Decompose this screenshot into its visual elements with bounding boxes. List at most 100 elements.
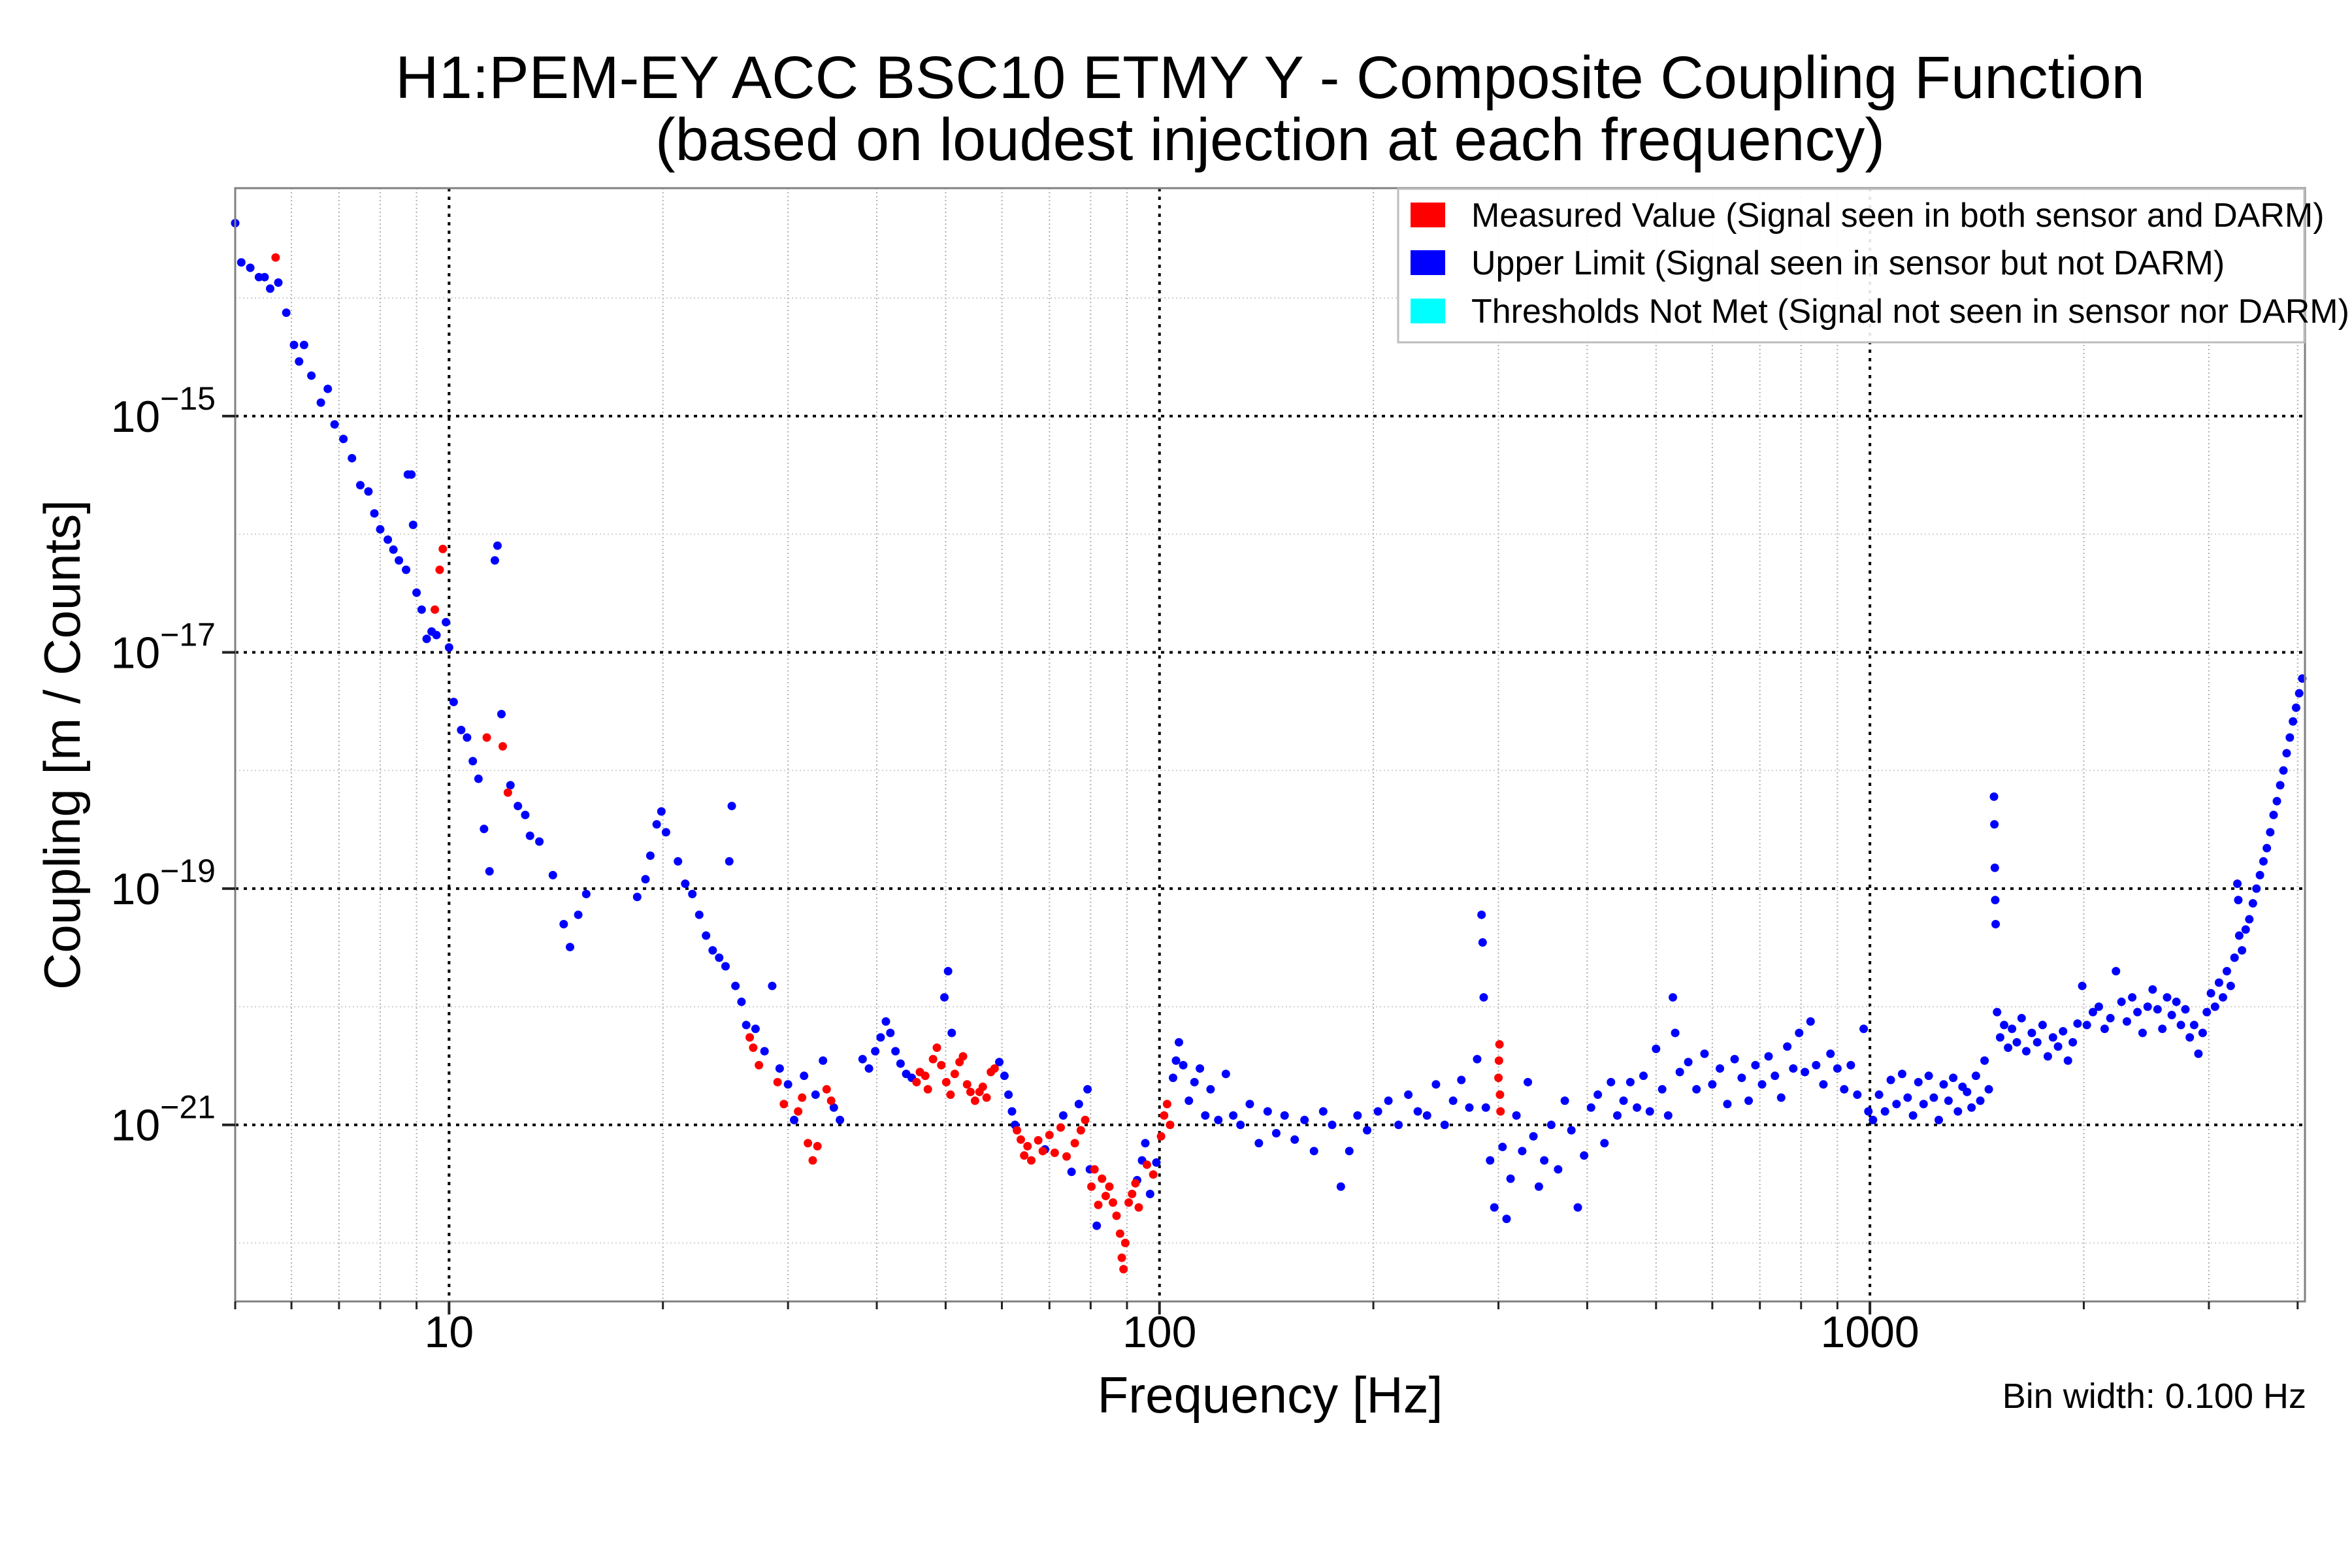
upper-limit-point	[641, 875, 650, 884]
x-tick-label: 10	[425, 1307, 474, 1357]
upper-limit-point	[2234, 931, 2244, 940]
y-tick-label: 10−21	[111, 1089, 216, 1151]
legend-label-thresholds-not-met: Thresholds Not Met (Signal not seen in s…	[1471, 293, 2349, 331]
upper-limit-point	[768, 981, 777, 990]
upper-limit-point	[1179, 1060, 1188, 1070]
upper-limit-point	[1524, 1077, 1533, 1086]
measured-point	[1020, 1151, 1029, 1160]
legend-label-upper-limit: Upper Limit (Signal seen in sensor but n…	[1471, 244, 2225, 282]
upper-limit-point	[2285, 733, 2295, 742]
measured-point	[435, 565, 444, 574]
upper-limit-point	[1214, 1115, 1223, 1124]
measured-point	[1117, 1253, 1126, 1262]
upper-limit-point	[1573, 1203, 1582, 1212]
upper-limit-point	[896, 1059, 905, 1068]
x-tick-label: 100	[1122, 1307, 1196, 1357]
upper-limit-point	[871, 1047, 880, 1056]
y-tick-base: 10	[111, 628, 161, 678]
upper-limit-point	[548, 870, 557, 879]
upper-limit-point	[1373, 1107, 1382, 1116]
measured-point	[923, 1085, 932, 1094]
measured-point	[794, 1107, 803, 1116]
upper-limit-point	[708, 946, 717, 955]
measured-point	[1023, 1141, 1032, 1151]
upper-limit-point	[1058, 1111, 1068, 1120]
upper-limit-point	[1206, 1085, 1215, 1094]
upper-limit-point	[2234, 896, 2243, 905]
upper-limit-point	[1600, 1139, 1609, 1148]
upper-limit-point	[2272, 796, 2281, 806]
upper-limit-point	[1184, 1096, 1194, 1105]
upper-limit-point	[2017, 1013, 2026, 1022]
upper-limit-point	[1486, 1156, 1495, 1165]
upper-limit-point	[1473, 1054, 1482, 1064]
measured-point	[1162, 1100, 1171, 1109]
measured-point	[271, 253, 280, 262]
upper-limit-point	[1586, 1103, 1595, 1112]
legend-entry-thresholds-not-met[interactable]: Thresholds Not Met (Signal not seen in s…	[1411, 293, 2349, 331]
upper-limit-point	[1534, 1182, 1543, 1191]
measured-point	[745, 1033, 755, 1042]
upper-limit-point	[811, 1090, 820, 1100]
upper-limit-point	[1477, 910, 1486, 919]
upper-limit-point	[1935, 1115, 1944, 1124]
upper-limit-point	[1290, 1135, 1299, 1144]
upper-limit-point	[2226, 981, 2235, 990]
upper-limit-point	[2095, 1002, 2104, 1011]
upper-limit-point	[819, 1056, 828, 1065]
measured-point	[779, 1100, 789, 1109]
measured-point	[1050, 1148, 1059, 1157]
upper-limit-point	[497, 710, 506, 719]
upper-limit-point	[829, 1103, 838, 1112]
upper-limit-point	[1980, 1056, 1989, 1065]
upper-limit-point	[1652, 1044, 1661, 1053]
upper-limit-point	[1309, 1147, 1318, 1156]
upper-limit-point	[947, 1028, 956, 1037]
measured-point	[966, 1087, 975, 1096]
upper-limit-point	[468, 757, 478, 766]
upper-limit-point	[1675, 1068, 1684, 1077]
upper-limit-point	[1833, 1064, 1842, 1073]
upper-limit-point	[2269, 810, 2278, 819]
measured-point	[482, 733, 491, 742]
y-tick-base: 10	[111, 1101, 161, 1151]
upper-limit-point	[2000, 1021, 2009, 1030]
upper-limit-point	[1512, 1111, 1521, 1120]
legend-entry-measured[interactable]: Measured Value (Signal seen in both sens…	[1411, 197, 2325, 235]
upper-limit-point	[1254, 1139, 1264, 1148]
upper-limit-point	[339, 434, 348, 444]
measured-point	[1495, 1040, 1504, 1049]
measured-point	[804, 1139, 813, 1148]
upper-limit-point	[2198, 1028, 2207, 1037]
upper-limit-point	[1919, 1100, 1928, 1109]
upper-limit-point	[2181, 1005, 2190, 1014]
measured-point	[773, 1077, 782, 1086]
upper-limit-point	[1413, 1107, 1422, 1116]
upper-limit-point	[1448, 1096, 1458, 1105]
upper-limit-point	[2100, 1024, 2109, 1034]
upper-limit-point	[1639, 1071, 1648, 1081]
upper-limit-point	[2289, 717, 2298, 726]
upper-limit-point	[2088, 1007, 2097, 1017]
upper-limit-point	[2176, 1021, 2185, 1030]
upper-limit-point	[2038, 1021, 2047, 1030]
y-tick-exponent: −19	[160, 853, 216, 889]
upper-limit-point	[463, 733, 472, 742]
upper-limit-point	[1723, 1100, 1732, 1109]
upper-limit-point	[1457, 1075, 1466, 1085]
upper-limit-point	[2163, 993, 2172, 1002]
upper-limit-point	[2008, 1024, 2017, 1034]
upper-limit-point	[1593, 1090, 1603, 1100]
upper-limit-point	[2059, 1026, 2068, 1036]
upper-limit-point	[2138, 1028, 2147, 1037]
upper-limit-point	[1607, 1077, 1616, 1086]
upper-limit-point	[1737, 1073, 1746, 1083]
measured-point	[1034, 1135, 1043, 1145]
chart-title: H1:PEM-EY ACC BSC10 ETMY Y - Composite C…	[395, 44, 2145, 111]
upper-limit-point	[1141, 1139, 1150, 1148]
upper-limit-point	[1318, 1107, 1328, 1116]
upper-limit-point	[657, 807, 666, 816]
measured-point	[438, 544, 448, 553]
legend-entry-upper-limit[interactable]: Upper Limit (Signal seen in sensor but n…	[1411, 244, 2225, 282]
